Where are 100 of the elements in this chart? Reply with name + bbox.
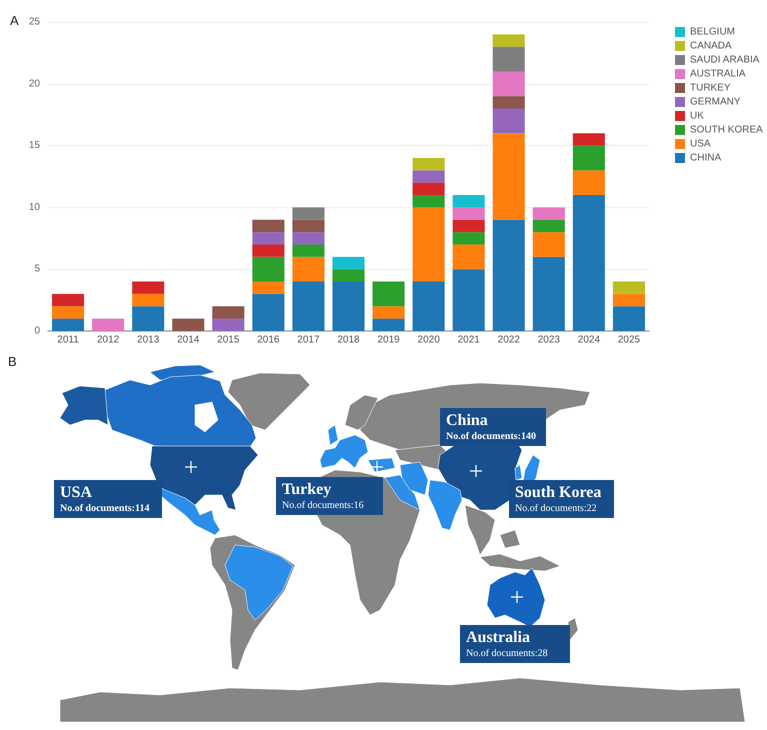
category-label: Australia — [466, 628, 531, 647]
x-tick-label: 2018 — [337, 334, 360, 346]
x-tick-label: 2013 — [137, 334, 160, 346]
text: No.of documents: — [60, 503, 135, 514]
bar — [252, 244, 284, 257]
legend-label: SOUTH KOREA — [690, 124, 764, 136]
x-tick-label: 2023 — [538, 334, 560, 346]
bar — [412, 207, 445, 282]
bar — [452, 269, 485, 331]
bar — [572, 170, 605, 196]
bar — [252, 220, 284, 232]
data-label: 140 — [521, 431, 536, 442]
data-label: 28 — [538, 648, 548, 659]
legend-label: SAUDI ARABIA — [690, 54, 760, 66]
bar — [492, 34, 525, 47]
bar — [412, 195, 445, 208]
bar — [492, 220, 525, 331]
data-label: 114 — [135, 503, 150, 514]
bar — [52, 306, 84, 319]
data-label: 22 — [586, 503, 597, 514]
bar — [492, 71, 525, 96]
y-tick-label: 25 — [28, 16, 40, 28]
bar — [332, 256, 365, 270]
bar — [332, 282, 365, 331]
bar — [172, 318, 204, 331]
bar — [532, 256, 565, 331]
bar — [412, 170, 445, 183]
bar — [132, 306, 164, 331]
bar — [292, 232, 324, 244]
bar — [492, 96, 525, 109]
x-tick-label: 2011 — [57, 334, 80, 346]
bar — [532, 232, 565, 257]
bar — [572, 195, 605, 331]
x-tick-label: 2022 — [498, 334, 520, 346]
text: No.of documents: — [466, 648, 538, 659]
bar — [252, 232, 284, 244]
bar — [52, 294, 84, 306]
bar — [532, 220, 565, 232]
text: No.of documents: — [446, 431, 521, 442]
bar — [252, 282, 284, 294]
bar — [372, 306, 405, 319]
category-label: South Korea — [515, 483, 602, 502]
bar — [252, 294, 284, 331]
x-tick-label: 2021 — [458, 334, 480, 346]
bar — [292, 282, 324, 331]
bar — [492, 46, 525, 72]
x-tick-label: 2016 — [257, 334, 280, 346]
bar — [412, 182, 445, 196]
bar — [52, 318, 84, 331]
category-label: USA — [60, 483, 94, 502]
x-tick-label: 2012 — [96, 334, 120, 346]
bar — [132, 294, 164, 306]
bar — [292, 220, 324, 232]
x-tick-label: 2025 — [618, 334, 641, 346]
bar — [372, 282, 405, 306]
bar — [212, 306, 244, 319]
bar — [372, 318, 405, 331]
x-tick-label: 2024 — [578, 334, 600, 346]
text: No.of documents: — [515, 503, 587, 514]
bar — [612, 306, 645, 331]
x-tick-label: 2017 — [297, 334, 320, 346]
legend-label: BELGIUM — [690, 26, 736, 38]
legend-label: USA — [690, 138, 711, 150]
bar — [452, 232, 485, 244]
y-tick-label: 15 — [28, 140, 40, 152]
y-tick-label: 20 — [28, 78, 40, 90]
bar — [452, 207, 485, 220]
x-tick-label: 2015 — [217, 334, 240, 346]
bar — [292, 207, 324, 220]
bar — [612, 294, 645, 306]
text: B — [8, 354, 17, 369]
bar — [332, 269, 365, 282]
bar — [92, 318, 124, 331]
category-label: China — [446, 411, 489, 430]
x-tick-label: 2019 — [377, 334, 400, 346]
bar — [292, 244, 324, 257]
bar — [492, 133, 525, 220]
legend-label: TURKEY — [690, 82, 731, 94]
category-label: Turkey — [282, 480, 332, 499]
bar — [292, 256, 324, 282]
bar — [572, 133, 605, 146]
legend-label: CANADA — [690, 40, 732, 52]
bar — [412, 282, 445, 331]
bar — [452, 220, 485, 232]
bar — [572, 146, 605, 170]
bar — [212, 318, 244, 331]
legend-label: AUSTRALIA — [690, 68, 746, 80]
x-tick-label: 2020 — [418, 334, 440, 346]
data-label: 16 — [354, 500, 364, 511]
x-tick-label: 2014 — [177, 334, 200, 346]
y-tick-label: 0 — [34, 326, 40, 336]
text: No.of documents: — [282, 500, 354, 511]
bar — [612, 282, 645, 294]
bar — [532, 207, 565, 220]
y-tick-label: 10 — [28, 202, 40, 213]
bar — [252, 256, 284, 282]
y-tick-label: 5 — [34, 264, 40, 275]
bar — [132, 282, 164, 294]
legend-label: CHINA — [690, 152, 722, 164]
chart-title: A — [10, 13, 19, 28]
